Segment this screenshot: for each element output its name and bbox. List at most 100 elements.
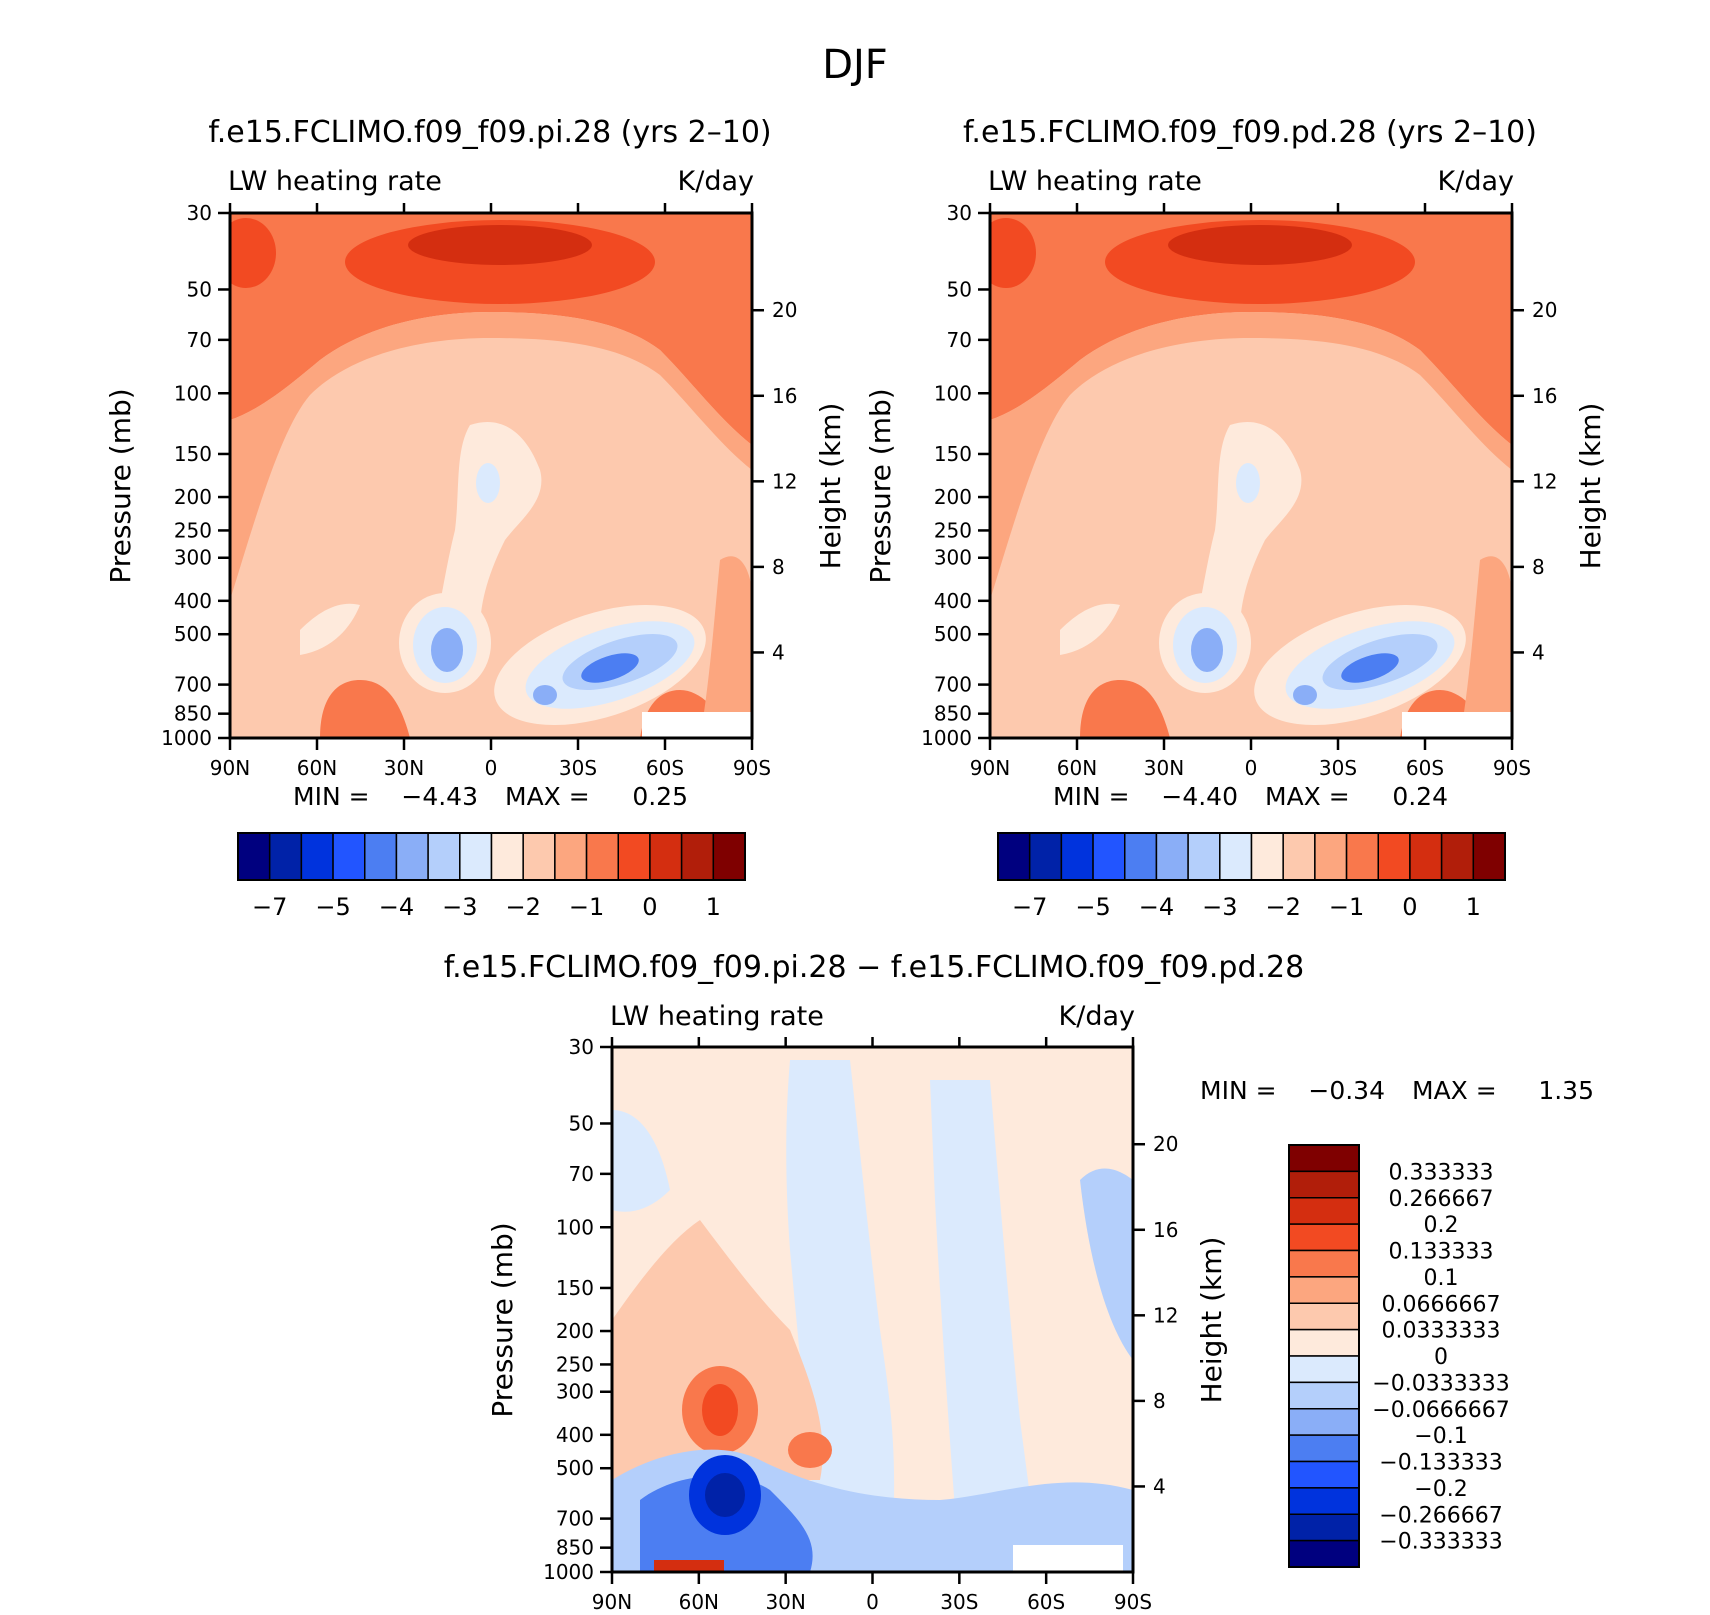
panel-diff-axes: 90N 60N 30N 0 30S 60S 90S 30 50 70 100 150 200 250 300… bbox=[486, 1035, 1228, 1614]
pi-colorbar-box bbox=[300, 832, 334, 881]
pi-ytick-label: 500 bbox=[174, 622, 212, 646]
field-cold-core-inner bbox=[408, 225, 592, 265]
panel-pi-colorbar: −7 −5 −4 −3 −2 −1 0 1 bbox=[237, 832, 746, 921]
panel-pd-title: f.e15.FCLIMO.f09_f09.pd.28 (yrs 2–10) bbox=[963, 115, 1537, 150]
diff-colorbar-box bbox=[1288, 1302, 1360, 1331]
field-tongue-blue bbox=[1236, 463, 1260, 503]
diff-colorbar-box bbox=[1288, 1381, 1360, 1410]
pi-xtick-label: 90N bbox=[210, 756, 250, 780]
pi-colorbar-label: 1 bbox=[706, 893, 721, 921]
field-warm-spot-3 bbox=[788, 1432, 832, 1468]
diff-colorbar-box bbox=[1288, 1355, 1360, 1384]
diff-colorbar-label: 0.0666667 bbox=[1382, 1292, 1501, 1317]
pi-colorbar-label: −3 bbox=[442, 893, 477, 921]
pi-colorbar-box bbox=[522, 832, 556, 881]
pd-colorbar-label: −4 bbox=[1139, 893, 1174, 921]
pd-colorbar-frame bbox=[997, 832, 1506, 881]
panel-pi-units: K/day bbox=[678, 166, 754, 197]
pd-colorbar-box bbox=[1440, 832, 1475, 881]
diff-colorbar-label: 0.2 bbox=[1424, 1213, 1459, 1238]
pi-ytick-label: 250 bbox=[174, 518, 212, 542]
diff-colorbar-label: −0.0666667 bbox=[1372, 1398, 1509, 1423]
pi-ylabel-right: Height (km) bbox=[814, 403, 847, 570]
diff-colorbar-box bbox=[1288, 1539, 1360, 1568]
panel-pd-min-label: MIN = bbox=[1053, 782, 1130, 811]
diff-htick-label: 16 bbox=[1153, 1218, 1178, 1242]
pd-colorbar-box bbox=[1187, 832, 1221, 881]
pd-colorbar-box bbox=[1250, 832, 1284, 881]
pi-colorbar-box bbox=[617, 832, 651, 881]
pd-ytick-label: 850 bbox=[934, 702, 972, 726]
pd-colorbar-box bbox=[1219, 832, 1253, 881]
diff-colorbar-box bbox=[1288, 1170, 1360, 1199]
pi-colorbar-box bbox=[585, 832, 619, 881]
panel-pd-colorbar: −7 −5 −4 −3 −2 −1 0 1 bbox=[997, 832, 1506, 921]
pi-colorbar-frame bbox=[237, 832, 746, 881]
pd-htick-label: 8 bbox=[1532, 555, 1545, 579]
field-cold-core-inner bbox=[1168, 225, 1352, 265]
diff-colorbar-box bbox=[1288, 1328, 1360, 1357]
field-warm-spot-2 bbox=[702, 1384, 738, 1436]
panel-pd-left-label: LW heating rate bbox=[988, 166, 1202, 197]
pd-colorbar-box bbox=[1377, 832, 1411, 881]
diff-colorbar-label: 0.1 bbox=[1424, 1266, 1459, 1291]
pi-ylabel: Pressure (mb) bbox=[104, 388, 137, 583]
diff-ylabel-right: Height (km) bbox=[1195, 1237, 1228, 1404]
panel-pi: f.e15.FCLIMO.f09_f09.pi.28 (yrs 2–10) LW… bbox=[104, 115, 847, 921]
panel-diff-field bbox=[612, 1047, 1133, 1572]
panel-diff-colorbar: 0.3333330.2666670.20.1333330.10.06666670… bbox=[1288, 1144, 1510, 1568]
pd-colorbar-box bbox=[1028, 832, 1063, 881]
pi-htick-label: 8 bbox=[772, 555, 785, 579]
pd-colorbar-box bbox=[1060, 832, 1094, 881]
pi-xtick-label: 90S bbox=[733, 756, 771, 780]
field-blue-1c bbox=[431, 628, 463, 672]
diff-xtick-label: 0 bbox=[866, 1590, 879, 1611]
diff-htick-label: 12 bbox=[1153, 1303, 1178, 1327]
field-edge-warm-right bbox=[700, 556, 752, 738]
panel-pi-stats: MIN = −4.43 MAX = 0.25 bbox=[293, 782, 688, 811]
diff-htick-label: 20 bbox=[1153, 1132, 1178, 1156]
panel-pi-min-label: MIN = bbox=[293, 782, 370, 811]
diff-colorbar-label: −0.333333 bbox=[1379, 1530, 1502, 1555]
diff-colorbar-box bbox=[1288, 1144, 1360, 1173]
panel-pi-max-value: 0.25 bbox=[632, 782, 688, 811]
pd-colorbar-label: −3 bbox=[1202, 893, 1237, 921]
field-blue-2e bbox=[1293, 685, 1317, 705]
pi-ytick-label: 400 bbox=[174, 589, 212, 613]
pd-ytick-label: 100 bbox=[934, 381, 972, 405]
pd-xtick-label: 90S bbox=[1493, 756, 1531, 780]
pd-htick-label: 20 bbox=[1532, 298, 1557, 322]
panel-pi-field bbox=[230, 213, 752, 738]
pi-xtick-label: 60S bbox=[646, 756, 684, 780]
diff-ytick-label: 700 bbox=[556, 1507, 594, 1531]
diff-xtick-label: 90N bbox=[592, 1590, 632, 1611]
pd-ytick-label: 50 bbox=[947, 277, 972, 301]
panel-diff-stats: MIN = −0.34 MAX = 1.35 bbox=[1200, 1076, 1594, 1105]
pi-colorbar-box bbox=[490, 832, 524, 881]
panel-pi-left-label: LW heating rate bbox=[228, 166, 442, 197]
diff-xtick-label: 30N bbox=[765, 1590, 805, 1611]
pd-colorbar-label: 0 bbox=[1402, 893, 1417, 921]
pd-xtick-label: 60S bbox=[1406, 756, 1444, 780]
panel-pd-units: K/day bbox=[1438, 166, 1514, 197]
panel-diff-left-label: LW heating rate bbox=[610, 1001, 824, 1032]
panel-pd: f.e15.FCLIMO.f09_f09.pd.28 (yrs 2–10) LW… bbox=[864, 115, 1607, 921]
diff-colorbar-box bbox=[1288, 1460, 1360, 1489]
pd-colorbar-box bbox=[1345, 832, 1379, 881]
figure-title: DJF bbox=[822, 42, 888, 88]
diff-colorbar-box bbox=[1288, 1276, 1360, 1304]
diff-ytick-label: 400 bbox=[556, 1423, 594, 1447]
diff-colorbar-label: 0.266667 bbox=[1389, 1187, 1494, 1212]
panel-diff-units: K/day bbox=[1059, 1001, 1135, 1032]
pi-colorbar-label: −2 bbox=[505, 893, 540, 921]
pi-xtick-label: 0 bbox=[485, 756, 498, 780]
diff-colorbar-label: −0.2 bbox=[1414, 1477, 1467, 1502]
pd-xtick-label: 0 bbox=[1245, 756, 1258, 780]
field-blue-2d bbox=[581, 653, 639, 683]
pd-colorbar-box bbox=[1155, 832, 1189, 881]
pd-colorbar-label: −5 bbox=[1075, 893, 1110, 921]
field-surface-red-strip bbox=[654, 1560, 724, 1572]
diff-ytick-label: 200 bbox=[556, 1319, 594, 1343]
panel-pd-min-value: −4.40 bbox=[1161, 782, 1238, 811]
pi-ytick-label: 70 bbox=[187, 328, 212, 352]
